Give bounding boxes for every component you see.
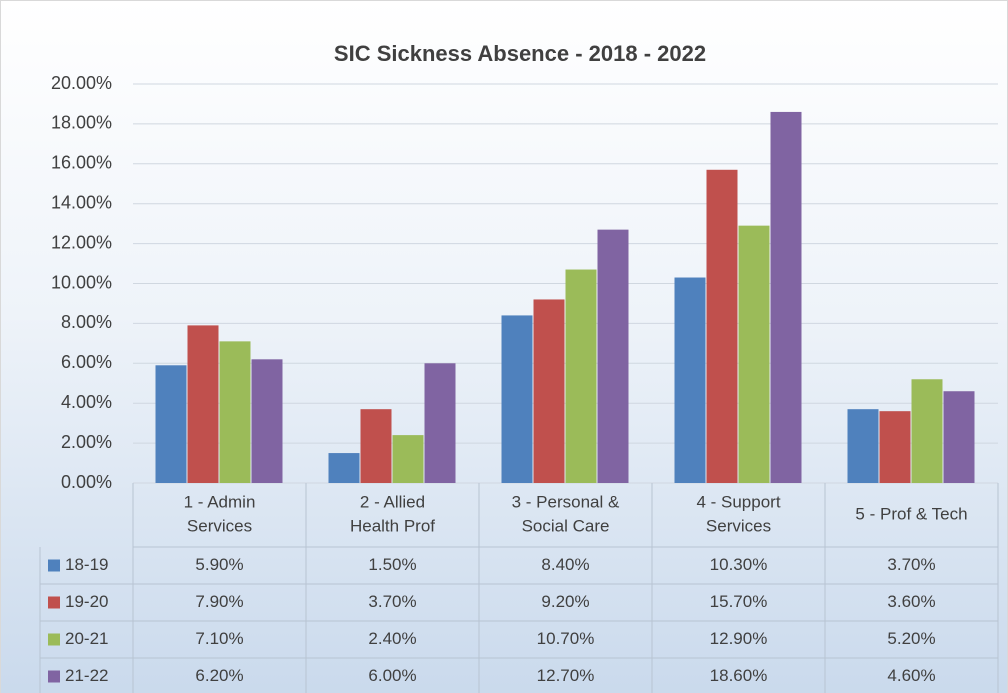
bar bbox=[501, 315, 533, 483]
y-tick-label: 2.00% bbox=[61, 432, 112, 452]
y-tick-label: 12.00% bbox=[51, 232, 112, 252]
table-value: 3.60% bbox=[887, 592, 935, 611]
y-tick-label: 18.00% bbox=[51, 113, 112, 133]
table-value: 3.70% bbox=[368, 592, 416, 611]
legend-label: 18-19 bbox=[65, 555, 108, 574]
table-value: 9.20% bbox=[541, 592, 589, 611]
bar bbox=[251, 359, 283, 483]
bar bbox=[533, 299, 565, 483]
y-tick-label: 6.00% bbox=[61, 352, 112, 372]
table-value: 10.70% bbox=[537, 629, 595, 648]
bar bbox=[328, 453, 360, 483]
bar bbox=[847, 409, 879, 483]
legend-label: 19-20 bbox=[65, 592, 108, 611]
bar bbox=[392, 435, 424, 483]
table-value: 8.40% bbox=[541, 555, 589, 574]
category-label: 2 - Allied bbox=[360, 492, 425, 511]
table-value: 2.40% bbox=[368, 629, 416, 648]
table-value: 18.60% bbox=[710, 666, 768, 685]
category-label: Health Prof bbox=[350, 516, 435, 535]
legend-key bbox=[48, 670, 60, 683]
bar bbox=[424, 363, 456, 483]
legend-label: 21-22 bbox=[65, 666, 108, 685]
legend-key bbox=[48, 633, 60, 646]
legend-label: 20-21 bbox=[65, 629, 108, 648]
bar bbox=[738, 225, 770, 483]
table-value: 3.70% bbox=[887, 555, 935, 574]
bar bbox=[187, 325, 219, 483]
bar bbox=[597, 229, 629, 483]
y-tick-label: 20.00% bbox=[51, 73, 112, 93]
y-tick-label: 14.00% bbox=[51, 192, 112, 212]
legend-key bbox=[48, 596, 60, 609]
y-tick-label: 8.00% bbox=[61, 312, 112, 332]
table-value: 6.20% bbox=[195, 666, 243, 685]
table-value: 6.00% bbox=[368, 666, 416, 685]
y-tick-label: 4.00% bbox=[61, 392, 112, 412]
table-value: 7.90% bbox=[195, 592, 243, 611]
category-label: Social Care bbox=[522, 516, 610, 535]
table-value: 5.20% bbox=[887, 629, 935, 648]
bar bbox=[155, 365, 187, 483]
table-value: 4.60% bbox=[887, 666, 935, 685]
table-value: 12.70% bbox=[537, 666, 595, 685]
y-tick-label: 0.00% bbox=[61, 472, 112, 492]
category-label: Services bbox=[706, 516, 771, 535]
category-label: 3 - Personal & bbox=[512, 492, 620, 511]
bar bbox=[879, 411, 911, 483]
table-value: 5.90% bbox=[195, 555, 243, 574]
chart-title: SIC Sickness Absence - 2018 - 2022 bbox=[334, 41, 706, 66]
y-tick-label: 10.00% bbox=[51, 272, 112, 292]
bar bbox=[706, 169, 738, 483]
bar bbox=[911, 379, 943, 483]
y-tick-label: 16.00% bbox=[51, 153, 112, 173]
bar bbox=[943, 391, 975, 483]
category-label: Services bbox=[187, 516, 252, 535]
bar bbox=[360, 409, 392, 483]
table-value: 7.10% bbox=[195, 629, 243, 648]
category-label: 1 - Admin bbox=[184, 492, 256, 511]
bar bbox=[565, 269, 597, 483]
table-value: 12.90% bbox=[710, 629, 768, 648]
legend-key bbox=[48, 559, 60, 572]
bar bbox=[770, 111, 802, 484]
bar bbox=[674, 277, 706, 483]
table-value: 15.70% bbox=[710, 592, 768, 611]
table-value: 1.50% bbox=[368, 555, 416, 574]
bar bbox=[219, 341, 251, 483]
category-label: 5 - Prof & Tech bbox=[855, 504, 967, 523]
table-value: 10.30% bbox=[710, 555, 768, 574]
category-label: 4 - Support bbox=[696, 492, 780, 511]
